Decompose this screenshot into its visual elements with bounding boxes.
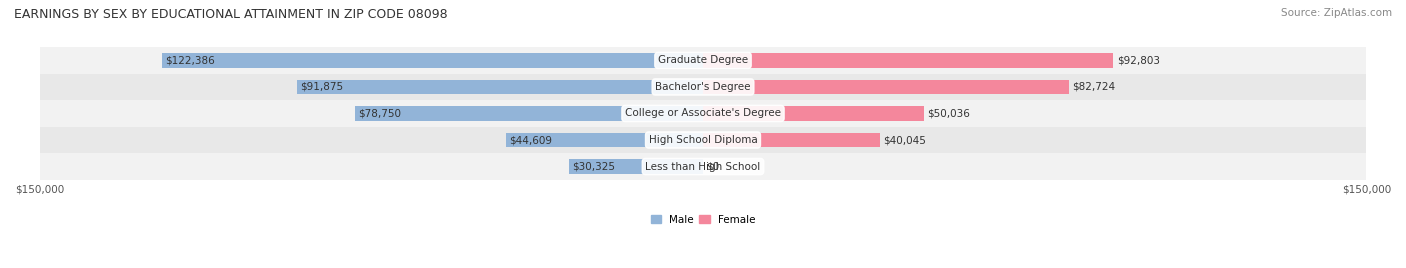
Bar xyxy=(162,53,703,68)
Bar xyxy=(39,100,1367,127)
Text: Graduate Degree: Graduate Degree xyxy=(658,55,748,65)
Bar xyxy=(39,127,1367,153)
Text: Less than High School: Less than High School xyxy=(645,162,761,172)
Legend: Male, Female: Male, Female xyxy=(651,215,755,225)
Text: $44,609: $44,609 xyxy=(509,135,553,145)
Text: Bachelor's Degree: Bachelor's Degree xyxy=(655,82,751,92)
Bar xyxy=(703,133,880,147)
Text: $78,750: $78,750 xyxy=(359,109,401,118)
Bar xyxy=(703,53,1114,68)
Text: Source: ZipAtlas.com: Source: ZipAtlas.com xyxy=(1281,8,1392,18)
Bar xyxy=(39,153,1367,180)
Bar xyxy=(569,159,703,174)
Text: EARNINGS BY SEX BY EDUCATIONAL ATTAINMENT IN ZIP CODE 08098: EARNINGS BY SEX BY EDUCATIONAL ATTAINMEN… xyxy=(14,8,447,21)
Text: $92,803: $92,803 xyxy=(1116,55,1160,65)
Text: High School Diploma: High School Diploma xyxy=(648,135,758,145)
Text: $82,724: $82,724 xyxy=(1073,82,1115,92)
Bar xyxy=(703,80,1069,94)
Bar xyxy=(39,74,1367,100)
Text: $30,325: $30,325 xyxy=(572,162,616,172)
Bar xyxy=(354,106,703,121)
Text: $40,045: $40,045 xyxy=(883,135,927,145)
Text: $91,875: $91,875 xyxy=(299,82,343,92)
Bar xyxy=(703,106,924,121)
Text: $0: $0 xyxy=(706,162,720,172)
Bar xyxy=(297,80,703,94)
Text: College or Associate's Degree: College or Associate's Degree xyxy=(626,109,780,118)
Text: $122,386: $122,386 xyxy=(165,55,215,65)
Bar xyxy=(506,133,703,147)
Bar xyxy=(39,47,1367,74)
Text: $50,036: $50,036 xyxy=(928,109,970,118)
